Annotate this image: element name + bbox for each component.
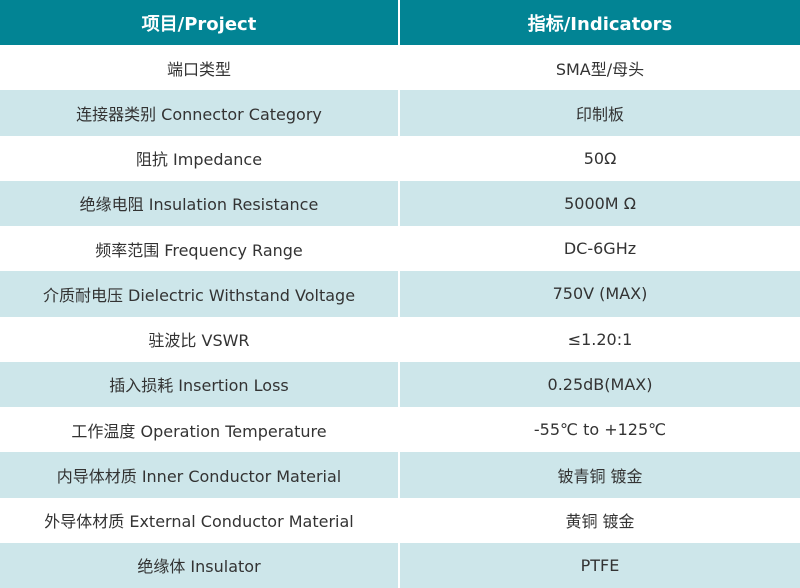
table-row: 端口类型 SMA型/母头 <box>0 45 800 91</box>
item-cell: 工作温度 Operation Temperature <box>0 407 400 453</box>
table-row: 内导体材质 Inner Conductor Material 铍青铜 镀金 <box>0 452 800 498</box>
value-cell: 5000M Ω <box>400 180 800 226</box>
item-cell: 介质耐电压 Dielectric Withstand Voltage <box>0 271 400 317</box>
table-row: 绝缘电阻 Insulation Resistance 5000M Ω <box>0 180 800 226</box>
table-row: 阻抗 Impedance 50Ω <box>0 135 800 181</box>
table-row: 插入损耗 Insertion Loss 0.25dB(MAX) <box>0 361 800 407</box>
table-row: 介质耐电压 Dielectric Withstand Voltage 750V (… <box>0 271 800 317</box>
table-header: 项目/Project 指标/Indicators <box>0 0 800 45</box>
table-row: 工作温度 Operation Temperature -55℃ to +125℃ <box>0 407 800 453</box>
value-cell: 铍青铜 镀金 <box>400 452 800 498</box>
value-cell: DC-6GHz <box>563 239 637 259</box>
table-row: 外导体材质 External Conductor Material 黄铜 镀金 <box>0 497 800 543</box>
item-cell: 驻波比 VSWR <box>0 316 400 362</box>
value-cell: 黄铜 镀金 <box>565 512 635 532</box>
table-row: 绝缘体 Insulator PTFE <box>0 542 800 588</box>
item-cell: 内导体材质 Inner Conductor Material <box>0 452 400 498</box>
item-cell: 端口类型 <box>0 45 400 91</box>
value-cell: 印制板 <box>400 90 800 136</box>
header-project: 项目/Project <box>0 0 400 45</box>
value-cell: 750V (MAX) <box>400 271 800 317</box>
item-cell: 阻抗 Impedance <box>0 135 400 181</box>
value-cell: SMA型/母头 <box>555 59 645 79</box>
item-cell: 外导体材质 External Conductor Material <box>0 497 400 543</box>
item-cell: 频率范围 Frequency Range <box>0 226 400 272</box>
value-cell: PTFE <box>400 542 800 588</box>
value-cell: -55℃ to +125℃ <box>533 420 667 440</box>
item-cell: 插入损耗 Insertion Loss <box>0 361 400 407</box>
table-row: 驻波比 VSWR ≤1.20:1 <box>0 316 800 362</box>
value-cell: 50Ω <box>583 148 617 168</box>
header-indicators: 指标/Indicators <box>400 0 800 45</box>
table-row: 连接器类别 Connector Category 印制板 <box>0 90 800 136</box>
value-cell: ≤1.20:1 <box>567 329 633 349</box>
item-cell: 绝缘体 Insulator <box>0 542 400 588</box>
item-cell: 连接器类别 Connector Category <box>0 90 400 136</box>
table-row: 频率范围 Frequency Range DC-6GHz <box>0 226 800 272</box>
item-cell: 绝缘电阻 Insulation Resistance <box>0 180 400 226</box>
value-cell: 0.25dB(MAX) <box>400 361 800 407</box>
